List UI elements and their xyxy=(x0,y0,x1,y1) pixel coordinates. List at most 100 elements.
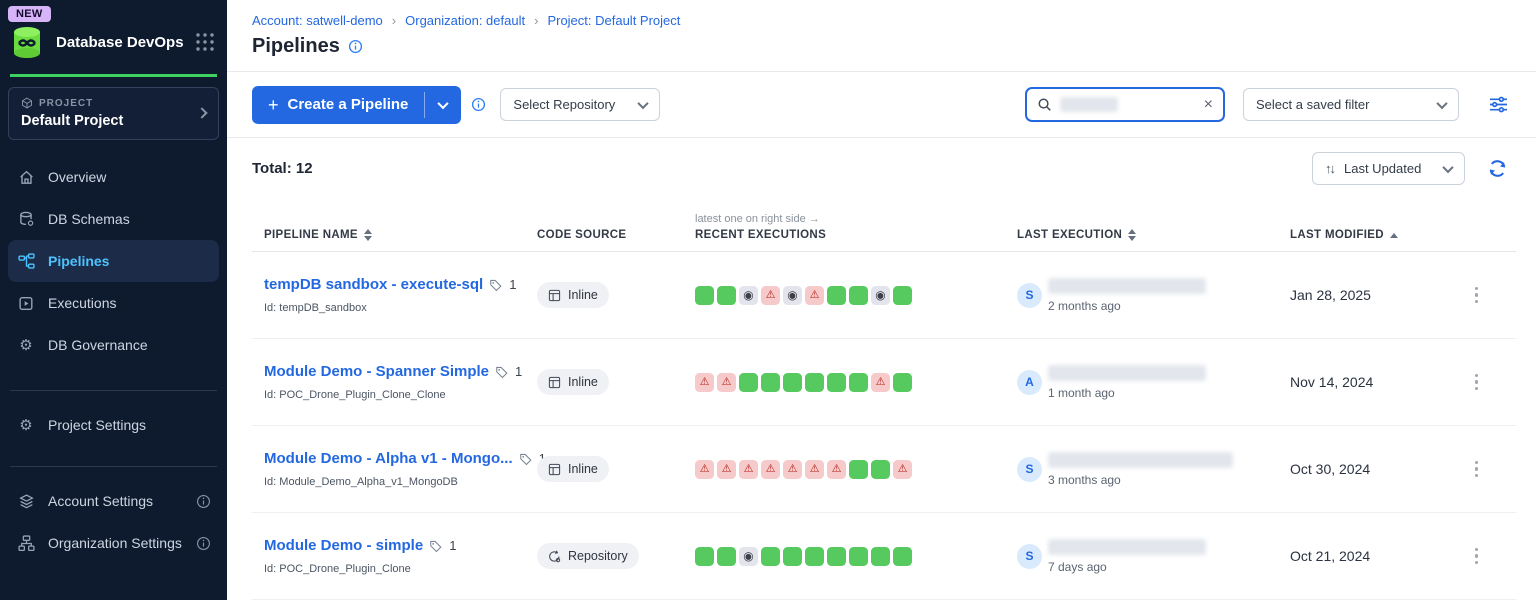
execution-error[interactable]: ⚠ xyxy=(871,372,890,392)
execution-skipped[interactable]: ◉ xyxy=(739,546,758,566)
execution-success[interactable] xyxy=(849,285,868,305)
breadcrumb: Account: satwell-demo › Organization: de… xyxy=(252,13,1536,28)
redacted-user-name xyxy=(1048,451,1233,468)
execution-success[interactable] xyxy=(827,546,846,566)
sidebar-item-db-schemas[interactable]: DB Schemas xyxy=(0,198,227,240)
pipeline-name-link[interactable]: Module Demo - simple xyxy=(264,537,424,554)
inline-icon xyxy=(548,463,561,475)
sidebar-item-executions[interactable]: Executions xyxy=(0,282,227,324)
execution-error[interactable]: ⚠ xyxy=(827,459,846,479)
select-repository-dropdown[interactable]: Select Repository xyxy=(500,88,661,122)
execution-error[interactable]: ⚠ xyxy=(739,459,758,479)
sidebar-item-pipelines[interactable]: Pipelines xyxy=(8,240,219,282)
column-header-pipeline-name[interactable]: PIPELINE NAME xyxy=(264,229,537,241)
execution-success[interactable] xyxy=(761,372,780,392)
pipeline-rows: tempDB sandbox - execute-sql 1 Id: tempD… xyxy=(252,252,1516,600)
info-icon[interactable] xyxy=(348,39,363,54)
database-icon xyxy=(16,211,36,228)
execution-success[interactable] xyxy=(717,285,736,305)
execution-success[interactable] xyxy=(893,285,912,305)
execution-success[interactable] xyxy=(827,285,846,305)
execution-success[interactable] xyxy=(893,546,912,566)
breadcrumb-account-link[interactable]: Account: satwell-demo xyxy=(252,13,383,28)
execution-success[interactable] xyxy=(871,459,890,479)
clear-search-icon[interactable]: × xyxy=(1203,95,1213,113)
execution-success[interactable] xyxy=(783,372,802,392)
execution-error[interactable]: ⚠ xyxy=(717,459,736,479)
execution-error[interactable]: ⚠ xyxy=(761,285,780,305)
execution-success[interactable] xyxy=(695,546,714,566)
row-actions-kebab-menu[interactable] xyxy=(1471,544,1483,569)
sidebar-nav: Overview DB Schemas xyxy=(0,156,227,366)
sidebar-item-account-settings[interactable]: Account Settings xyxy=(0,480,227,522)
execution-success[interactable] xyxy=(783,546,802,566)
create-pipeline-dropdown-toggle[interactable] xyxy=(425,86,461,124)
sidebar-nav-tertiary: Account Settings Organization Settings xyxy=(0,480,227,564)
execution-error[interactable]: ⚠ xyxy=(761,459,780,479)
execution-success[interactable] xyxy=(871,546,890,566)
execution-skipped[interactable]: ◉ xyxy=(739,285,758,305)
execution-error[interactable]: ⚠ xyxy=(717,372,736,392)
pipeline-name-link[interactable]: Module Demo - Alpha v1 - Mongo... xyxy=(264,450,513,467)
avatar[interactable]: S xyxy=(1017,282,1042,308)
redacted-user-name xyxy=(1048,277,1206,294)
search-input[interactable]: × xyxy=(1025,87,1225,123)
breadcrumb-organization-link[interactable]: Organization: default xyxy=(405,13,526,28)
row-actions-kebab-menu[interactable] xyxy=(1471,370,1483,395)
redacted-user-name xyxy=(1048,538,1206,555)
execution-success[interactable] xyxy=(893,372,912,392)
avatar[interactable]: S xyxy=(1017,543,1042,569)
execution-error[interactable]: ⚠ xyxy=(695,372,714,392)
create-pipeline-label: Create a Pipeline xyxy=(287,96,409,114)
avatar[interactable]: A xyxy=(1017,369,1042,395)
tag-icon xyxy=(430,540,442,552)
inline-icon xyxy=(548,289,561,301)
apps-grid-icon[interactable] xyxy=(195,32,215,52)
column-header-last-execution[interactable]: LAST EXECUTION xyxy=(1017,229,1290,241)
execution-error[interactable]: ⚠ xyxy=(893,459,912,479)
execution-error[interactable]: ⚠ xyxy=(695,459,714,479)
execution-success[interactable] xyxy=(761,546,780,566)
avatar[interactable]: S xyxy=(1017,456,1042,482)
pipeline-name-link[interactable]: Module Demo - Spanner Simple xyxy=(264,363,490,380)
project-switcher[interactable]: PROJECT Default Project xyxy=(8,87,219,140)
execution-skipped[interactable]: ◉ xyxy=(871,285,890,305)
execution-skipped[interactable]: ◉ xyxy=(783,285,802,305)
sidebar-item-label: Organization Settings xyxy=(48,535,182,551)
column-header-code-source: CODE SOURCE xyxy=(537,229,627,241)
execution-success[interactable] xyxy=(695,285,714,305)
sidebar-item-db-governance[interactable]: ⚙ DB Governance xyxy=(0,324,227,366)
chevron-down-icon xyxy=(1442,161,1454,174)
saved-filter-dropdown[interactable]: Select a saved filter xyxy=(1243,88,1459,122)
code-source-badge: Inline xyxy=(537,369,609,395)
filter-sliders-icon[interactable] xyxy=(1489,96,1508,113)
sidebar-item-project-settings[interactable]: ⚙ Project Settings xyxy=(0,404,227,446)
execution-success[interactable] xyxy=(805,372,824,392)
info-icon[interactable] xyxy=(196,536,211,551)
execution-error[interactable]: ⚠ xyxy=(805,285,824,305)
info-icon[interactable] xyxy=(196,494,211,509)
execution-success[interactable] xyxy=(849,459,868,479)
column-header-last-modified[interactable]: LAST MODIFIED xyxy=(1290,229,1460,241)
sort-dropdown[interactable]: ↑↓ Last Updated xyxy=(1312,152,1465,186)
breadcrumb-project-link[interactable]: Project: Default Project xyxy=(547,13,681,28)
row-actions-kebab-menu[interactable] xyxy=(1471,457,1483,482)
refresh-icon[interactable] xyxy=(1487,158,1508,179)
sort-asc-icon xyxy=(1389,232,1398,238)
execution-success[interactable] xyxy=(827,372,846,392)
execution-success[interactable] xyxy=(805,546,824,566)
row-actions-kebab-menu[interactable] xyxy=(1471,283,1483,308)
execution-error[interactable]: ⚠ xyxy=(805,459,824,479)
create-pipeline-button[interactable]: + Create a Pipeline xyxy=(252,96,424,114)
button-divider xyxy=(424,91,426,118)
sidebar-item-overview[interactable]: Overview xyxy=(0,156,227,198)
info-icon[interactable] xyxy=(471,97,486,112)
pipeline-name-link[interactable]: tempDB sandbox - execute-sql xyxy=(264,276,484,293)
execution-success[interactable] xyxy=(849,372,868,392)
execution-success[interactable] xyxy=(739,372,758,392)
execution-error[interactable]: ⚠ xyxy=(783,459,802,479)
sidebar-item-organization-settings[interactable]: Organization Settings xyxy=(0,522,227,564)
table-row: tempDB sandbox - execute-sql 1 Id: tempD… xyxy=(252,252,1516,339)
execution-success[interactable] xyxy=(849,546,868,566)
execution-success[interactable] xyxy=(717,546,736,566)
